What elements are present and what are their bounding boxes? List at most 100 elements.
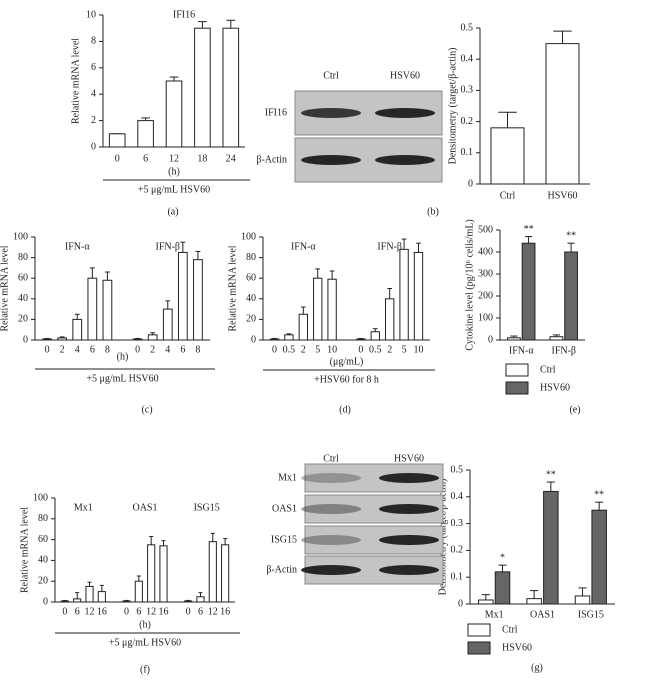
footnote: +5 μg/mL HSV60 bbox=[86, 373, 158, 384]
y-axis-label: Relative mRNA level bbox=[19, 507, 30, 593]
y-tick-label: 20 bbox=[246, 314, 256, 325]
group-label: IFN-α bbox=[291, 241, 316, 252]
blot-column-label: Ctrl bbox=[323, 453, 339, 464]
y-tick-label: 0.2 bbox=[451, 545, 464, 556]
bar bbox=[356, 338, 366, 341]
y-tick-label: 0 bbox=[23, 334, 28, 345]
bar bbox=[545, 43, 580, 185]
footnote: +5 μg/mL HSV60 bbox=[138, 184, 210, 195]
blot-band bbox=[375, 155, 435, 165]
bar bbox=[208, 541, 217, 603]
bar bbox=[543, 490, 559, 605]
significance: ** bbox=[594, 489, 604, 500]
x-tick-label: 0 bbox=[45, 344, 50, 355]
y-tick-label: 0 bbox=[91, 141, 96, 152]
group-label: ISG15 bbox=[194, 502, 220, 513]
bar bbox=[42, 338, 52, 341]
x-tick-label: OAS1 bbox=[530, 609, 555, 620]
blot-band bbox=[301, 473, 361, 483]
blot-band bbox=[301, 108, 361, 118]
x-tick-label: 6 bbox=[180, 344, 185, 355]
x-tick-label: 0 bbox=[358, 344, 363, 355]
bar bbox=[478, 599, 494, 605]
y-tick-label: 0.1 bbox=[461, 147, 474, 158]
blot-row-label: Mx1 bbox=[278, 472, 297, 483]
group-label: OAS1 bbox=[132, 502, 157, 513]
blot-row-label: ISG15 bbox=[271, 534, 297, 545]
legend-swatch bbox=[467, 641, 491, 655]
blot-band bbox=[301, 155, 361, 165]
legend-label: HSV60 bbox=[540, 382, 570, 393]
y-tick-label: 0.3 bbox=[451, 518, 464, 529]
group-label: IFN-β bbox=[155, 241, 180, 252]
blot-row-label: β-Actin bbox=[256, 154, 287, 165]
bar bbox=[57, 337, 68, 341]
x-tick-label: Ctrl bbox=[500, 190, 516, 201]
x-tick-label: 4 bbox=[165, 344, 170, 355]
y-tick-label: 0.4 bbox=[461, 53, 474, 64]
bar bbox=[137, 120, 154, 148]
bar bbox=[72, 318, 83, 341]
y-tick-label: 60 bbox=[18, 272, 28, 283]
x-axis-label: (h) bbox=[117, 351, 129, 362]
legend-label: Ctrl bbox=[540, 364, 556, 375]
x-tick-label: 16 bbox=[158, 606, 168, 617]
x-tick-label: 5 bbox=[402, 344, 407, 355]
x-tick-label: 12 bbox=[85, 606, 95, 617]
y-tick-label: 100 bbox=[241, 231, 256, 242]
x-tick-label: 6 bbox=[143, 153, 148, 164]
bar bbox=[269, 338, 280, 341]
bar bbox=[194, 27, 211, 148]
x-tick-label: 6 bbox=[90, 344, 95, 355]
x-tick-label: 2 bbox=[150, 344, 155, 355]
x-tick-label: 0 bbox=[124, 606, 129, 617]
bar bbox=[413, 251, 424, 341]
legend-label: Ctrl bbox=[502, 624, 518, 635]
bar bbox=[221, 544, 230, 603]
legend-label: HSV60 bbox=[502, 642, 532, 653]
y-tick-label: 80 bbox=[246, 252, 256, 263]
bar bbox=[507, 337, 521, 341]
bar bbox=[108, 133, 126, 148]
x-tick-label: 16 bbox=[97, 606, 107, 617]
legend-swatch bbox=[467, 623, 491, 637]
bar bbox=[222, 27, 240, 148]
y-tick-label: 0 bbox=[468, 178, 473, 189]
x-tick-label: 2 bbox=[301, 344, 306, 355]
bar bbox=[132, 338, 143, 341]
panel-label: (g) bbox=[531, 662, 543, 673]
bar bbox=[549, 336, 564, 341]
y-tick-label: 0.5 bbox=[461, 22, 474, 33]
x-tick-label: 0 bbox=[62, 606, 67, 617]
x-tick-label: 6 bbox=[75, 606, 80, 617]
bar bbox=[147, 544, 156, 603]
blot-band bbox=[379, 535, 439, 545]
bar bbox=[73, 598, 82, 603]
blot-band bbox=[379, 473, 439, 483]
y-tick-label: 2 bbox=[91, 115, 96, 126]
group-label: IFN-β bbox=[377, 241, 402, 252]
x-tick-label: 0 bbox=[186, 606, 191, 617]
y-tick-label: 0.5 bbox=[451, 464, 464, 475]
y-tick-label: 0.1 bbox=[451, 571, 464, 582]
x-tick-label: 12 bbox=[146, 606, 156, 617]
x-tick-label: 6 bbox=[136, 606, 141, 617]
y-tick-label: 40 bbox=[38, 555, 48, 566]
y-tick-label: 40 bbox=[18, 293, 28, 304]
bar bbox=[399, 248, 409, 341]
blot-band bbox=[379, 565, 439, 575]
footnote: +5 μg/mL HSV60 bbox=[109, 637, 181, 648]
x-tick-label: ISG15 bbox=[578, 609, 604, 620]
bar bbox=[60, 600, 69, 603]
y-tick-label: 20 bbox=[18, 314, 28, 325]
y-axis-label: Relative mRNA level bbox=[70, 38, 81, 124]
panel-label: (f) bbox=[140, 664, 150, 675]
y-tick-label: 6 bbox=[91, 62, 96, 73]
y-tick-label: 100 bbox=[13, 231, 28, 242]
y-tick-label: 500 bbox=[478, 224, 493, 235]
x-tick-label: Mx1 bbox=[485, 609, 504, 620]
bar bbox=[134, 580, 143, 603]
y-tick-label: 0 bbox=[43, 596, 48, 607]
legend-swatch bbox=[505, 381, 529, 395]
